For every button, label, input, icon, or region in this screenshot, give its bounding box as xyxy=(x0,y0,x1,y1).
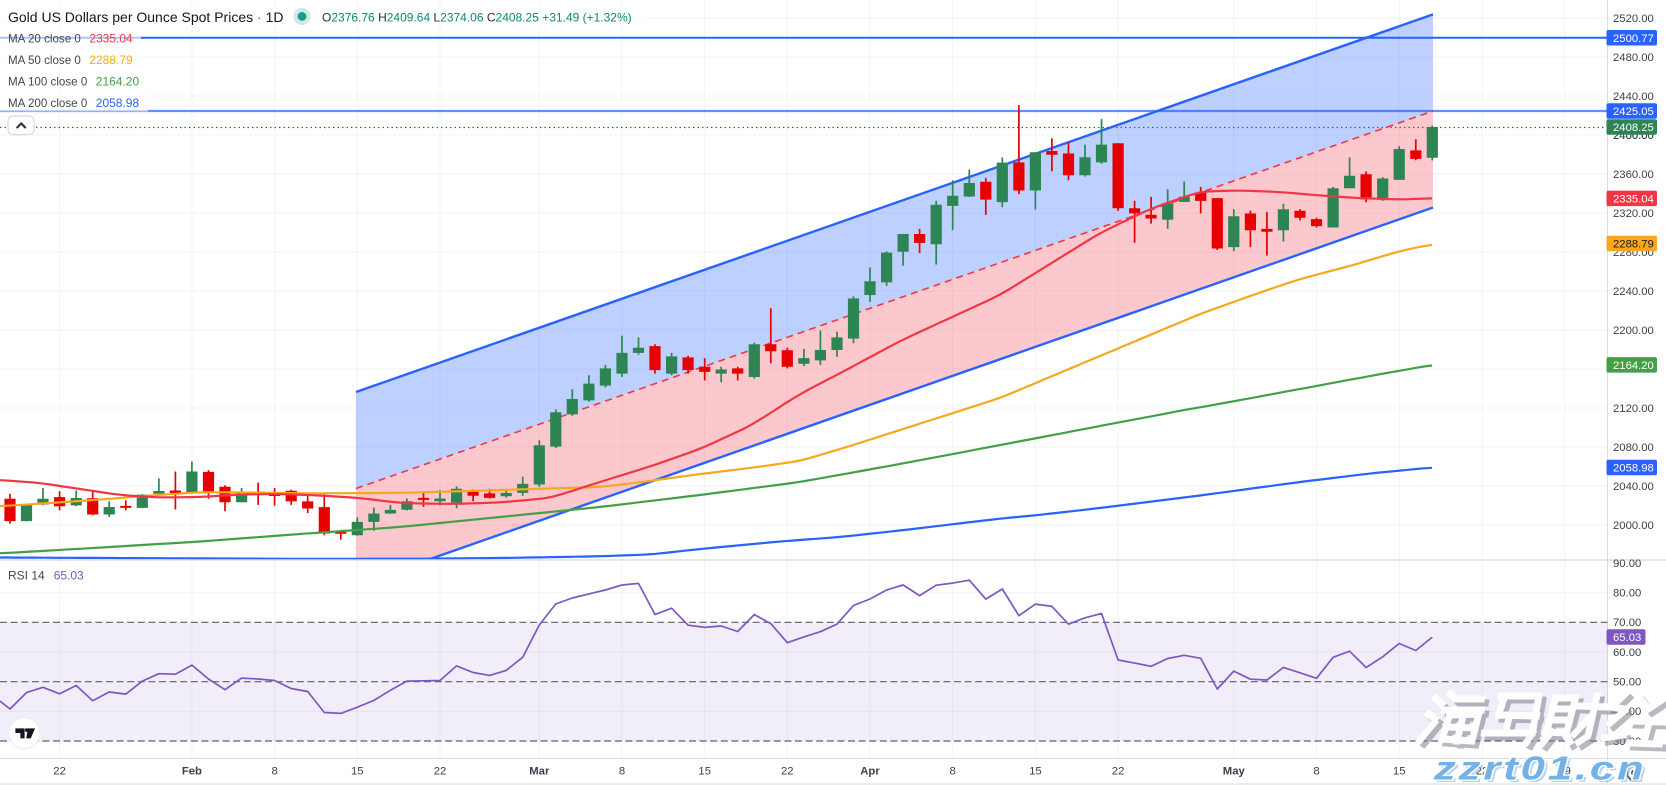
svg-text:2335.04: 2335.04 xyxy=(1613,193,1654,205)
svg-text:2425.05: 2425.05 xyxy=(1613,106,1654,118)
svg-text:2360.00: 2360.00 xyxy=(1613,169,1654,181)
svg-text:15: 15 xyxy=(1029,766,1042,778)
svg-text:2320.00: 2320.00 xyxy=(1613,208,1654,220)
svg-text:8: 8 xyxy=(271,766,277,778)
svg-text:Apr: Apr xyxy=(860,766,880,778)
svg-text:Mar: Mar xyxy=(529,766,550,778)
svg-text:2520.00: 2520.00 xyxy=(1613,13,1654,25)
svg-text:22: 22 xyxy=(781,766,794,778)
svg-text:15: 15 xyxy=(351,766,364,778)
svg-text:zzrt01.cn: zzrt01.cn xyxy=(1433,750,1647,785)
svg-text:2200.00: 2200.00 xyxy=(1613,325,1654,337)
svg-text:50.00: 50.00 xyxy=(1613,677,1641,689)
svg-text:2120.00: 2120.00 xyxy=(1613,403,1654,415)
svg-text:90.00: 90.00 xyxy=(1613,558,1641,570)
svg-text:2480.00: 2480.00 xyxy=(1613,52,1654,64)
svg-text:2440.00: 2440.00 xyxy=(1613,91,1654,103)
svg-text:15: 15 xyxy=(698,766,711,778)
svg-text:zzrt01.cn: zzrt01.cn xyxy=(1436,753,1650,785)
svg-text:22: 22 xyxy=(1476,766,1489,778)
svg-text:8: 8 xyxy=(950,766,956,778)
svg-text:2058.98: 2058.98 xyxy=(1613,463,1654,475)
svg-text:2288.79: 2288.79 xyxy=(1613,238,1654,250)
svg-text:60.00: 60.00 xyxy=(1613,647,1641,659)
svg-text:2164.20: 2164.20 xyxy=(1613,360,1654,372)
svg-text:80.00: 80.00 xyxy=(1613,588,1641,600)
svg-text:15: 15 xyxy=(1393,766,1406,778)
svg-text:22: 22 xyxy=(1112,766,1125,778)
svg-text:22: 22 xyxy=(53,766,66,778)
svg-text:2000.00: 2000.00 xyxy=(1613,520,1654,532)
svg-text:2240.00: 2240.00 xyxy=(1613,286,1654,298)
svg-text:2040.00: 2040.00 xyxy=(1613,481,1654,493)
svg-text:2408.25: 2408.25 xyxy=(1613,122,1654,134)
svg-text:Gold US Dollars per Ounce Spot: Gold US Dollars per Ounce Spot Prices · … xyxy=(8,9,283,25)
svg-text:O2376.76 H2409.64 L2374.06 C24: O2376.76 H2409.64 L2374.06 C2408.25 +31.… xyxy=(322,10,632,24)
svg-text:70.00: 70.00 xyxy=(1613,617,1641,629)
svg-text:29: 29 xyxy=(1558,766,1571,778)
svg-text:2500.77: 2500.77 xyxy=(1613,33,1654,45)
svg-text:8: 8 xyxy=(619,766,625,778)
svg-text:May: May xyxy=(1223,766,1246,778)
svg-text:65.03: 65.03 xyxy=(1613,632,1641,644)
svg-text:8: 8 xyxy=(1313,766,1319,778)
svg-text:2080.00: 2080.00 xyxy=(1613,442,1654,454)
svg-text:22: 22 xyxy=(434,766,447,778)
svg-text:Feb: Feb xyxy=(182,766,202,778)
